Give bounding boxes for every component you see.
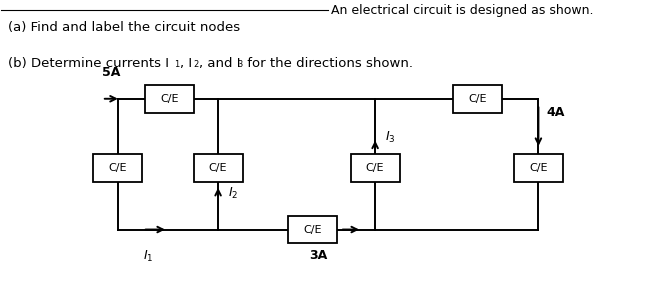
Text: $_1$: $_1$	[174, 57, 181, 70]
Text: , and I: , and I	[199, 57, 241, 70]
Bar	[193, 155, 242, 182]
Text: C/E: C/E	[468, 94, 486, 104]
Text: C/E: C/E	[108, 163, 127, 173]
Text: $I_2$: $I_2$	[227, 186, 238, 201]
Bar	[453, 85, 502, 113]
Text: C/E: C/E	[366, 163, 385, 173]
Text: for the directions shown.: for the directions shown.	[243, 57, 413, 70]
Text: 4A: 4A	[546, 106, 564, 119]
Bar	[288, 216, 337, 243]
Text: C/E: C/E	[161, 94, 179, 104]
Text: An electrical circuit is designed as shown.: An electrical circuit is designed as sho…	[331, 4, 594, 17]
Text: $I_1$: $I_1$	[143, 249, 153, 264]
Bar	[93, 155, 142, 182]
Bar	[351, 155, 400, 182]
Text: (b) Determine currents I: (b) Determine currents I	[8, 57, 168, 70]
Text: $_3$: $_3$	[237, 57, 244, 70]
Text: C/E: C/E	[303, 225, 321, 235]
Text: C/E: C/E	[529, 163, 548, 173]
Text: C/E: C/E	[209, 163, 227, 173]
Text: (a) Find and label the circuit nodes: (a) Find and label the circuit nodes	[8, 21, 240, 34]
Text: 3A: 3A	[310, 249, 328, 262]
Text: $I_3$: $I_3$	[385, 130, 395, 145]
Bar	[514, 155, 563, 182]
Text: , I: , I	[180, 57, 193, 70]
Bar	[145, 85, 194, 113]
Text: 5A: 5A	[102, 66, 120, 79]
Text: $_2$: $_2$	[193, 57, 200, 70]
